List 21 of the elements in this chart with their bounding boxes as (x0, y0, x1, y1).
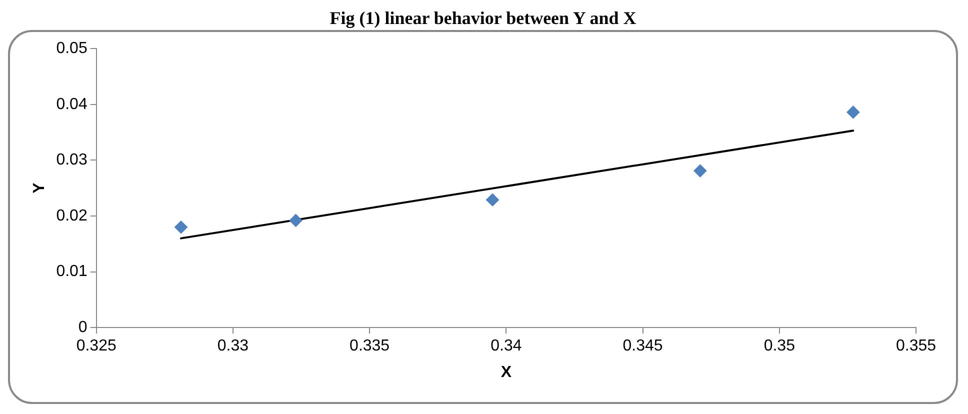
x-tick-label: 0.33 (217, 338, 249, 355)
x-tick-label: 0.34 (490, 338, 522, 355)
y-axis-title: Y (31, 182, 48, 194)
x-axis-title: X (500, 364, 512, 381)
point (486, 193, 500, 206)
y-tick-label: 0.01 (56, 263, 88, 280)
x-tick-label: 0.35 (764, 338, 796, 355)
y-tick-label: 0.04 (56, 96, 88, 113)
y-tick-label: 0.03 (56, 152, 88, 169)
y-tick-label: 0.02 (56, 207, 88, 224)
x-tick-label: 0.345 (622, 338, 663, 355)
x-tick-label: 0.325 (76, 338, 116, 355)
point (846, 106, 860, 119)
chart-title: Fig (1) linear behavior between Y and X (328, 8, 638, 30)
point (174, 220, 188, 234)
x-tick-label: 0.335 (350, 338, 390, 355)
y-tick-label: 0.05 (56, 40, 88, 58)
y-tick-label: 0 (78, 319, 88, 336)
x-tick-label: 0.355 (896, 338, 936, 355)
point (289, 214, 302, 227)
point (694, 164, 707, 178)
